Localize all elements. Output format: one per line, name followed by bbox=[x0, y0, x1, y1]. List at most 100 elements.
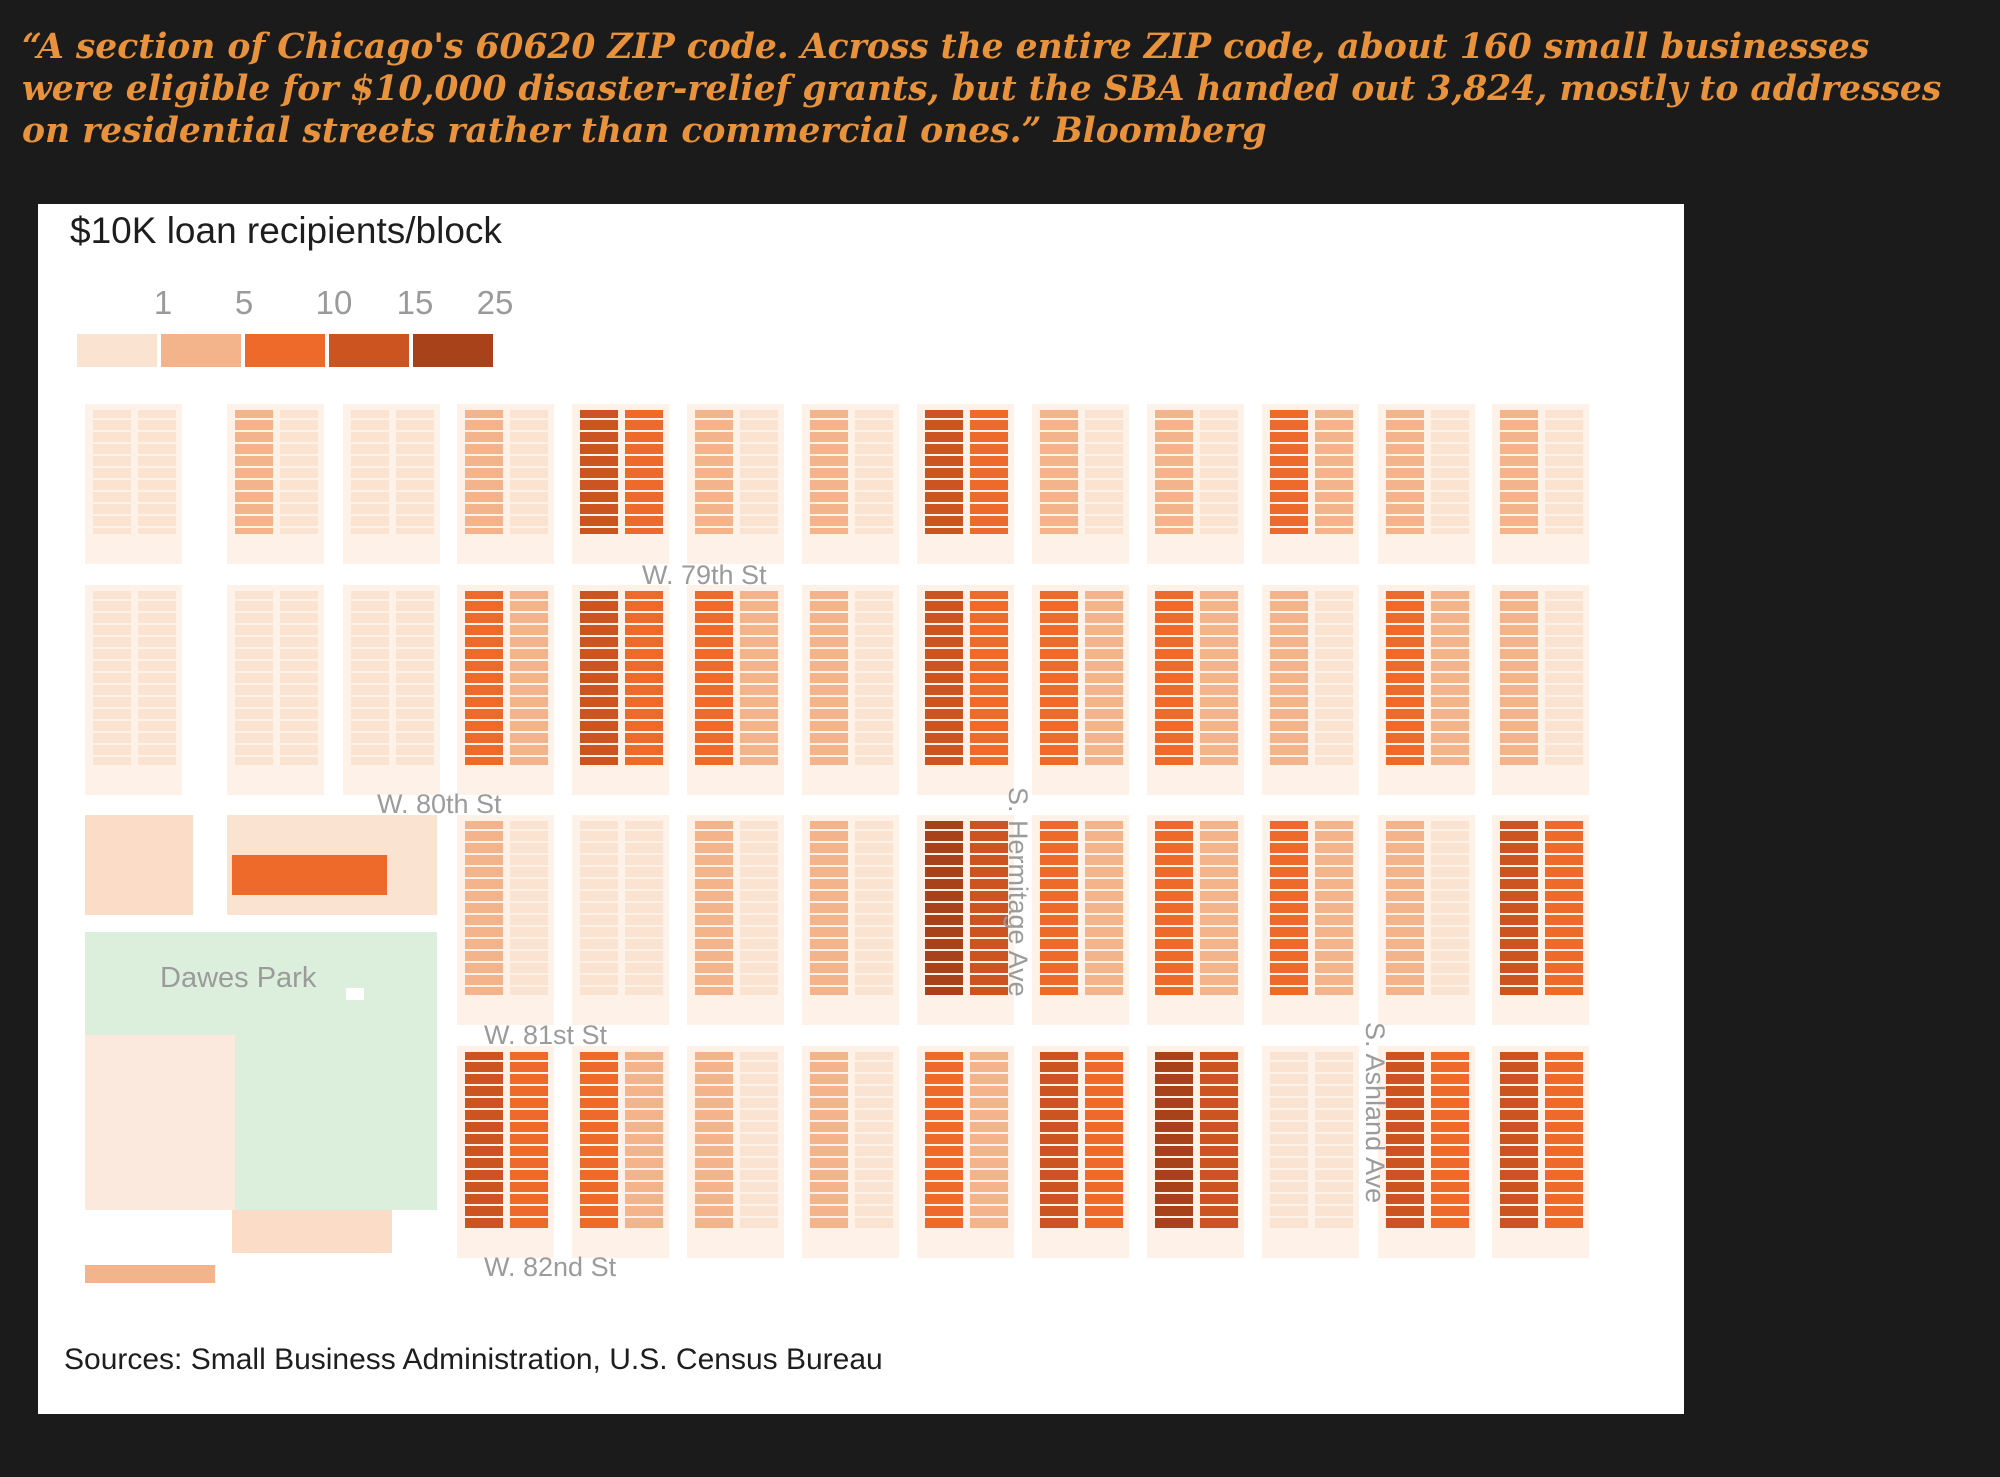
lot-line bbox=[855, 490, 893, 492]
lot-line bbox=[925, 1168, 963, 1170]
lot-line bbox=[510, 961, 548, 963]
lot-line bbox=[351, 707, 389, 709]
lot-line bbox=[1085, 683, 1123, 685]
lot-line bbox=[740, 707, 778, 709]
lot-line bbox=[465, 829, 503, 831]
lot-line bbox=[1545, 671, 1583, 673]
lot-line bbox=[510, 707, 548, 709]
lot-line bbox=[625, 743, 663, 745]
lot-line bbox=[1085, 973, 1123, 975]
lot-line bbox=[1085, 1108, 1123, 1110]
lot-line bbox=[810, 841, 848, 843]
lot-line bbox=[1200, 1060, 1238, 1062]
lot-line bbox=[1545, 889, 1583, 891]
lot-line bbox=[695, 418, 733, 420]
lot-line bbox=[465, 442, 503, 444]
lot-line bbox=[510, 1192, 548, 1194]
lot-line bbox=[1431, 514, 1469, 516]
lot-line bbox=[1315, 889, 1353, 891]
lot-line bbox=[396, 490, 434, 492]
lot-line bbox=[1315, 1060, 1353, 1062]
lot-line bbox=[925, 683, 963, 685]
lot-line bbox=[1315, 1120, 1353, 1122]
lot-line bbox=[1431, 707, 1469, 709]
lot-line bbox=[93, 659, 131, 661]
lot-line bbox=[1270, 961, 1308, 963]
lot-line bbox=[970, 478, 1008, 480]
lot-line bbox=[1200, 1084, 1238, 1086]
lot-line bbox=[580, 985, 618, 987]
lot-line bbox=[235, 623, 273, 625]
lot-line bbox=[351, 623, 389, 625]
lot-line bbox=[1500, 901, 1538, 903]
lot-line bbox=[970, 853, 1008, 855]
park-building bbox=[346, 988, 364, 1000]
lot-line bbox=[465, 719, 503, 721]
lot-line bbox=[1200, 973, 1238, 975]
lot-line bbox=[1155, 454, 1193, 456]
house-strip bbox=[580, 821, 618, 995]
lot-line bbox=[970, 707, 1008, 709]
lot-line bbox=[740, 1072, 778, 1074]
lot-line bbox=[1085, 1192, 1123, 1194]
lot-line bbox=[1386, 1072, 1424, 1074]
lot-line bbox=[1270, 430, 1308, 432]
lot-line bbox=[970, 442, 1008, 444]
lot-line bbox=[1270, 502, 1308, 504]
lot-line bbox=[1085, 635, 1123, 637]
lot-line bbox=[1270, 442, 1308, 444]
lot-line bbox=[1270, 490, 1308, 492]
street-label-w80: W. 80th St bbox=[377, 789, 502, 819]
lot-line bbox=[510, 985, 548, 987]
lot-line bbox=[1040, 430, 1078, 432]
lot-line bbox=[1040, 454, 1078, 456]
lot-line bbox=[855, 1216, 893, 1218]
house-strip bbox=[1270, 821, 1308, 995]
house-strip bbox=[1545, 821, 1583, 995]
lot-line bbox=[510, 889, 548, 891]
lot-line bbox=[855, 937, 893, 939]
lot-line bbox=[1155, 707, 1193, 709]
lot-line bbox=[970, 877, 1008, 879]
lot-line bbox=[1040, 1144, 1078, 1146]
lot-line bbox=[970, 1156, 1008, 1158]
lot-line bbox=[1200, 865, 1238, 867]
lot-line bbox=[855, 889, 893, 891]
lot-line bbox=[1040, 1168, 1078, 1170]
lot-line bbox=[1386, 841, 1424, 843]
lot-line bbox=[351, 526, 389, 528]
lot-line bbox=[1545, 442, 1583, 444]
lot-line bbox=[1545, 961, 1583, 963]
sources-note: Sources: Small Business Administration, … bbox=[64, 1343, 883, 1376]
street-label-w82: W. 82nd St bbox=[484, 1252, 617, 1282]
lot-line bbox=[465, 623, 503, 625]
lot-line bbox=[695, 889, 733, 891]
lot-line bbox=[580, 671, 618, 673]
house-strip bbox=[1545, 1052, 1583, 1228]
lot-line bbox=[810, 1084, 848, 1086]
lot-line bbox=[625, 695, 663, 697]
lot-line bbox=[740, 1108, 778, 1110]
lot-line bbox=[1315, 478, 1353, 480]
lot-line bbox=[580, 502, 618, 504]
lot-line bbox=[235, 418, 273, 420]
lot-line bbox=[1315, 466, 1353, 468]
lot-line bbox=[970, 1084, 1008, 1086]
lot-line bbox=[695, 1108, 733, 1110]
lot-line bbox=[695, 454, 733, 456]
lot-line bbox=[970, 755, 1008, 757]
lot-line bbox=[855, 502, 893, 504]
house-strip bbox=[1200, 1052, 1238, 1228]
lot-line bbox=[1386, 925, 1424, 927]
lot-line bbox=[740, 502, 778, 504]
lot-line bbox=[695, 1168, 733, 1170]
lot-line bbox=[855, 1180, 893, 1182]
legend-swatch-10 bbox=[245, 334, 325, 367]
lot-line bbox=[465, 490, 503, 492]
lot-line bbox=[510, 937, 548, 939]
lot-line bbox=[280, 659, 318, 661]
lot-line bbox=[138, 755, 176, 757]
lot-line bbox=[580, 478, 618, 480]
lot-line bbox=[925, 913, 963, 915]
lot-line bbox=[138, 490, 176, 492]
